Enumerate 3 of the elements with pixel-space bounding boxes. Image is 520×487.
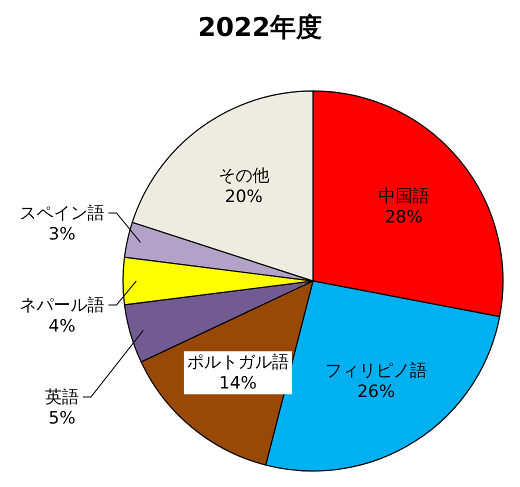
chart-title: 2022年度 [198,13,322,43]
slice-label: ポルトガル語 [186,352,289,372]
data-label: 14% [219,373,257,394]
